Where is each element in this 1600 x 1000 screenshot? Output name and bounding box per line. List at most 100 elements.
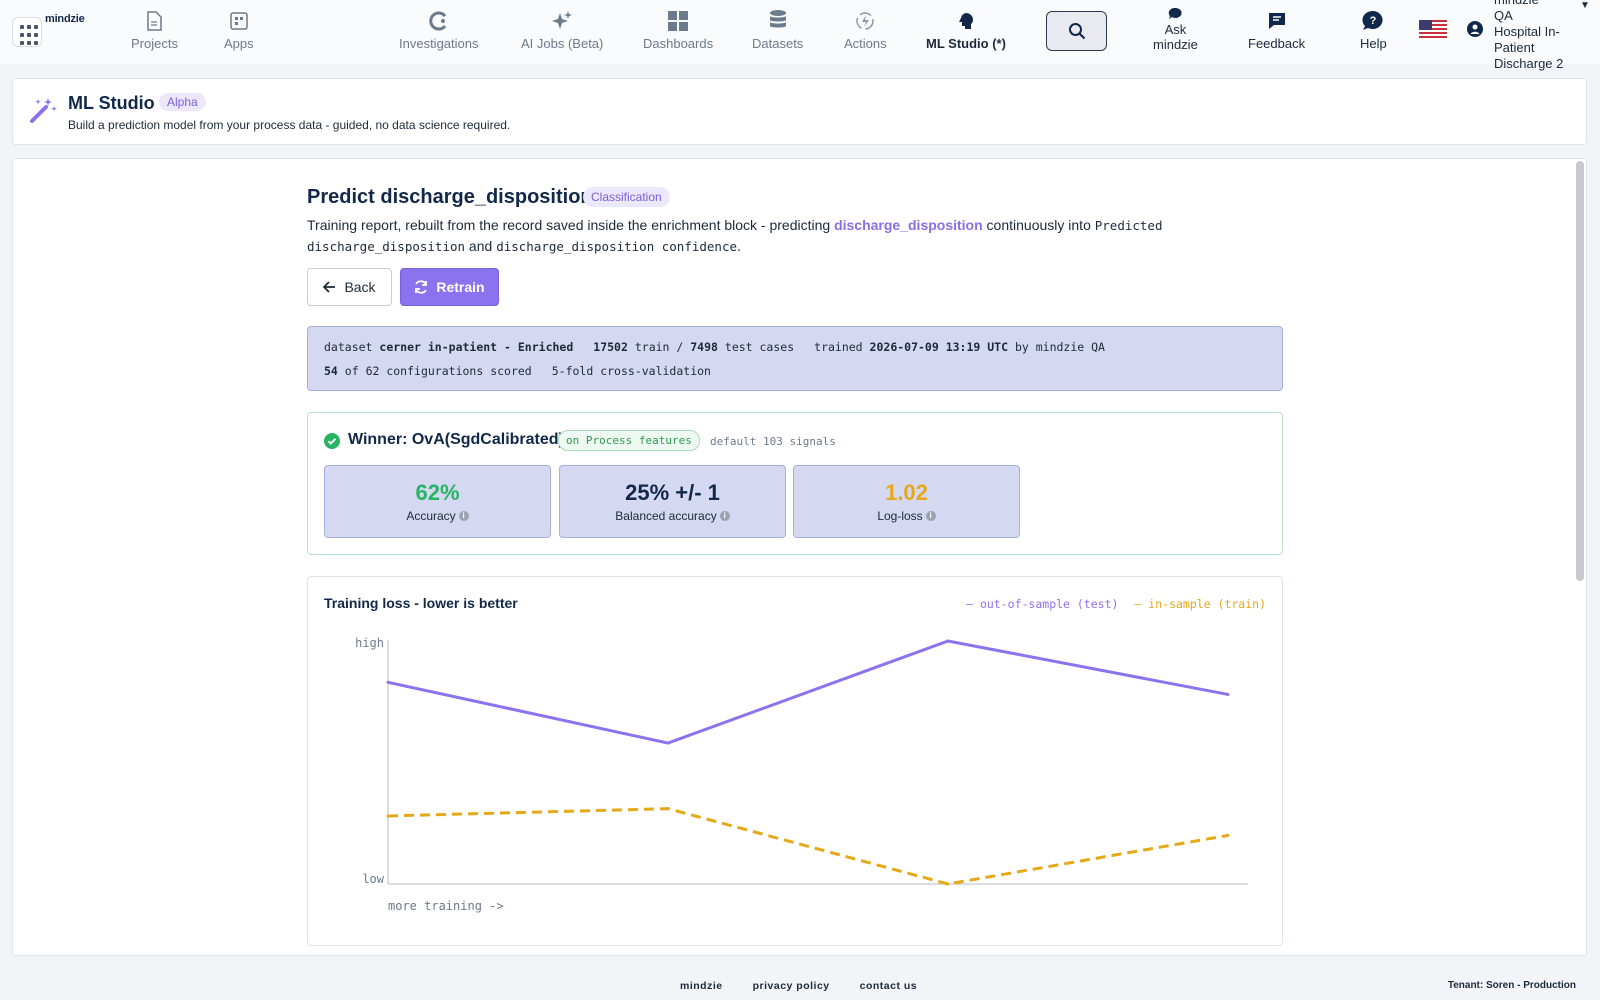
user-line: QA [1494,8,1513,23]
metric-value: 62% [415,480,460,505]
dataset-name: cerner in-patient - Enriched [379,340,574,354]
winner-title: Winner: OvA(SgdCalibrated) [348,431,564,448]
user-line: Discharge 2 [1494,56,1564,71]
sparkle-icon [551,6,573,36]
training-metadata: dataset cerner in-patient - Enriched 1750… [307,326,1283,391]
search-button[interactable] [1046,11,1107,51]
investigations-icon [428,6,450,36]
meta-text: train / [634,340,684,354]
data-point [946,882,950,886]
data-point [666,741,670,745]
signals-label: default 103 signals [710,435,836,448]
meta-text: dataset [324,340,373,354]
nav-label: Feedback [1248,36,1306,51]
footer-link-mindzie[interactable]: mindzie [680,980,723,992]
nav-help[interactable]: ? Help [1360,6,1387,58]
nav-label: Investigations [399,36,479,51]
meta-text: trained [814,340,863,354]
nav-actions[interactable]: Actions [844,6,887,58]
output-column: Predicted discharge_disposition [307,218,1163,254]
scrollbar[interactable] [1576,161,1584,581]
metric-value: 1.02 [885,480,928,505]
tenant-label: Tenant: Soren - Production [1447,980,1576,991]
info-icon[interactable]: i [458,511,469,521]
meta-text: by mindzie QA [1014,340,1105,354]
nav-feedback[interactable]: Feedback [1248,6,1305,58]
training-loss-chart: Training loss - lower is better — out-of… [307,576,1283,946]
footer-link-privacy[interactable]: privacy policy [752,980,830,992]
chart-title: Training loss - lower is better [324,595,518,611]
footer: mindzie privacy policy contact us Tenant… [0,966,1600,1000]
metric-balanced-accuracy: 25% +/- 1 Balanced accuracy i [559,465,786,538]
nav-dashboards[interactable]: Dashboards [643,6,713,58]
desc-text: continuously into [982,217,1095,233]
svg-text:?: ? [1370,15,1377,27]
meta-text: of 62 configurations scored [344,364,532,378]
target-column: discharge_disposition [834,217,983,233]
nav-apps[interactable]: Apps [224,6,254,58]
magic-wand-icon [30,98,57,123]
back-button[interactable]: Back [307,268,392,306]
nav-label: Ask [1164,22,1187,37]
user-icon[interactable] [1467,21,1483,37]
nav-label: AI Jobs (Beta) [521,36,604,51]
info-icon[interactable]: i [719,511,730,521]
classification-badge: Classification [583,187,670,207]
meta-text: test cases [724,340,795,354]
data-point [1226,692,1230,696]
check-circle-icon [324,433,340,449]
legend-label: in-sample (train) [1148,597,1266,611]
desc-text: and [465,238,497,254]
nav-projects[interactable]: Projects [131,6,178,58]
nav-label: Help [1360,36,1387,51]
nav-ai-jobs[interactable]: AI Jobs (Beta) [521,6,603,58]
legend-item-test: — out-of-sample (test) [966,597,1119,611]
desc-text: . [737,238,741,254]
refresh-icon [415,280,428,294]
info-icon[interactable]: i [925,511,936,521]
feedback-icon [1267,6,1287,36]
metric-label: Log-loss [877,509,923,523]
user-menu[interactable]: mindzie QA Hospital In- Patient Discharg… [1494,0,1594,72]
data-point [1226,833,1230,837]
retrain-label: Retrain [436,279,485,295]
footer-link-contact[interactable]: contact us [859,980,918,992]
chart-legend: — out-of-sample (test) — in-sample (trai… [966,597,1266,611]
data-point [386,814,390,818]
nav-ml-studio[interactable]: ML Studio (*) [926,6,1006,58]
nav-label: Apps [224,36,254,51]
cv-label: 5-fold cross-validation [551,364,711,378]
arrow-left-icon [323,281,336,293]
caret-down-icon[interactable]: ▼ [1580,0,1590,11]
test-count: 7498 [690,340,718,354]
user-line: Hospital In- [1494,24,1560,39]
help-icon: ? [1362,6,1384,36]
logo[interactable]: mindzie [45,13,85,25]
app-launcher-icon[interactable] [12,17,42,47]
train-count: 17502 [593,340,628,354]
ml-studio-header: ML Studio Alpha Build a prediction model… [12,78,1587,145]
report-description: Training report, rebuilt from the record… [307,215,1197,257]
nav-datasets[interactable]: Datasets [752,6,803,58]
scored-count: 54 [324,364,338,378]
data-point [946,639,950,643]
user-line: mindzie [1494,0,1594,8]
metric-log-loss: 1.02 Log-loss i [793,465,1020,538]
database-icon [768,6,788,36]
nav-label: Datasets [752,36,804,51]
us-flag-icon[interactable] [1419,20,1447,40]
series-line-test [387,639,1229,745]
metric-label: Balanced accuracy [615,509,717,523]
training-report-panel: Predict discharge_disposition Classifica… [12,158,1587,956]
features-badge: on Process features [558,430,700,451]
metric-value: 25% +/- 1 [625,480,720,505]
chat-icon [1168,6,1182,22]
legend-item-train: — in-sample (train) [1134,597,1266,611]
nav-investigations[interactable]: Investigations [399,6,479,58]
document-icon [146,6,163,36]
chart-plot: high low more training -> [355,636,1248,913]
nav-label: Dashboards [643,36,714,51]
nav-ask-mindzie[interactable]: Ask mindzie [1153,6,1198,58]
apps-icon [230,6,248,36]
retrain-button[interactable]: Retrain [400,268,499,306]
